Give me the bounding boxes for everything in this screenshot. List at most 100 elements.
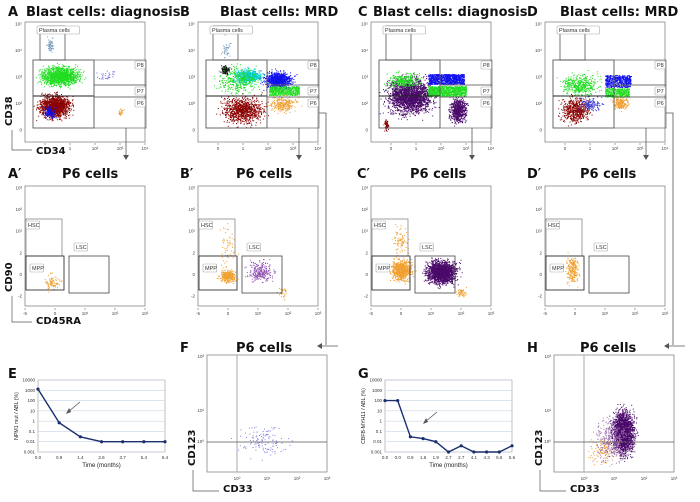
event-dot <box>51 81 52 83</box>
event-dot <box>76 77 78 78</box>
event-dot <box>284 79 286 81</box>
event-dot <box>273 73 275 75</box>
event-dot <box>61 81 62 83</box>
event-dot <box>56 91 58 93</box>
event-dot <box>41 83 42 85</box>
gate-label-p8: P8 <box>137 63 144 69</box>
event-dot <box>64 112 66 114</box>
event-dot <box>285 77 287 79</box>
event-dot <box>63 117 65 119</box>
event-dot <box>59 81 61 83</box>
event-dot <box>240 64 241 66</box>
event-dot <box>44 112 46 114</box>
event-dot <box>252 79 253 81</box>
event-dot <box>73 70 75 72</box>
event-dot <box>74 70 76 71</box>
event-dot <box>249 76 251 78</box>
event-dot <box>68 83 70 85</box>
event-dot <box>52 113 54 115</box>
event-dot <box>41 106 43 108</box>
event-dot <box>269 75 271 77</box>
event-dot <box>41 82 43 84</box>
event-dot <box>267 80 269 82</box>
event-dot <box>53 107 55 109</box>
event-dot <box>58 79 60 81</box>
event-dot <box>239 78 241 80</box>
event-dot <box>69 102 71 104</box>
event-dot <box>39 73 41 75</box>
event-dot <box>257 81 259 83</box>
event-dot <box>72 83 74 85</box>
event-dot <box>38 74 40 76</box>
event-dot <box>55 67 57 69</box>
event-dot <box>241 70 242 72</box>
event-dot <box>40 102 42 104</box>
event-dot <box>66 112 68 114</box>
event-dot <box>69 80 71 82</box>
event-dot <box>49 118 51 120</box>
event-dot <box>223 86 225 88</box>
event-dot <box>57 114 59 116</box>
event-dot <box>274 81 276 83</box>
event-dot <box>219 71 221 73</box>
event-dot <box>55 71 57 73</box>
event-dot <box>229 67 231 69</box>
event-dot <box>58 69 60 71</box>
event-dot <box>235 65 237 67</box>
event-dot <box>43 114 44 116</box>
event-dot <box>56 102 58 104</box>
event-dot <box>243 86 245 88</box>
panel-title-C2: P6 cells <box>410 167 466 182</box>
event-dot <box>42 76 43 78</box>
event-dot <box>227 68 229 70</box>
event-dot <box>289 75 291 77</box>
event-dot <box>63 109 65 111</box>
event-dot <box>44 72 46 74</box>
event-dot <box>66 113 68 115</box>
event-dot <box>55 110 57 112</box>
event-dot <box>71 100 73 102</box>
event-dot <box>58 75 60 76</box>
panel-letter-B: B <box>180 5 190 20</box>
event-dot <box>58 77 60 79</box>
event-dot <box>53 83 55 85</box>
event-dot <box>41 106 43 108</box>
event-dot <box>237 84 239 86</box>
event-dot <box>247 75 248 77</box>
x-tick-label: 10² <box>92 146 99 151</box>
event-dot <box>49 42 51 44</box>
event-dot <box>102 78 104 80</box>
event-dot <box>44 103 46 104</box>
event-dot <box>49 82 51 84</box>
event-dot <box>73 73 75 75</box>
event-dot <box>65 108 67 110</box>
event-dot <box>54 68 56 70</box>
event-dot <box>71 79 73 81</box>
event-dot <box>264 82 266 84</box>
event-dot <box>62 110 64 112</box>
event-dot <box>62 81 64 83</box>
event-dot <box>40 75 42 77</box>
event-dot <box>50 77 52 79</box>
event-dot <box>56 63 58 65</box>
event-dot <box>47 72 49 74</box>
event-dot <box>60 115 61 117</box>
event-dot <box>49 115 51 117</box>
event-dot <box>220 75 222 77</box>
event-dot <box>71 74 73 76</box>
event-dot <box>258 72 260 74</box>
event-dot <box>55 107 57 109</box>
event-dot <box>108 76 110 78</box>
event-dot <box>49 40 51 42</box>
event-dot <box>56 70 58 72</box>
event-dot <box>244 87 246 89</box>
event-dot <box>277 80 279 82</box>
event-dot <box>76 80 78 81</box>
event-dot <box>74 73 76 75</box>
event-dot <box>278 79 280 81</box>
event-dot <box>67 78 69 80</box>
event-dot <box>48 84 50 86</box>
event-dot <box>68 69 70 71</box>
event-dot <box>271 73 273 75</box>
event-dot <box>54 105 56 106</box>
